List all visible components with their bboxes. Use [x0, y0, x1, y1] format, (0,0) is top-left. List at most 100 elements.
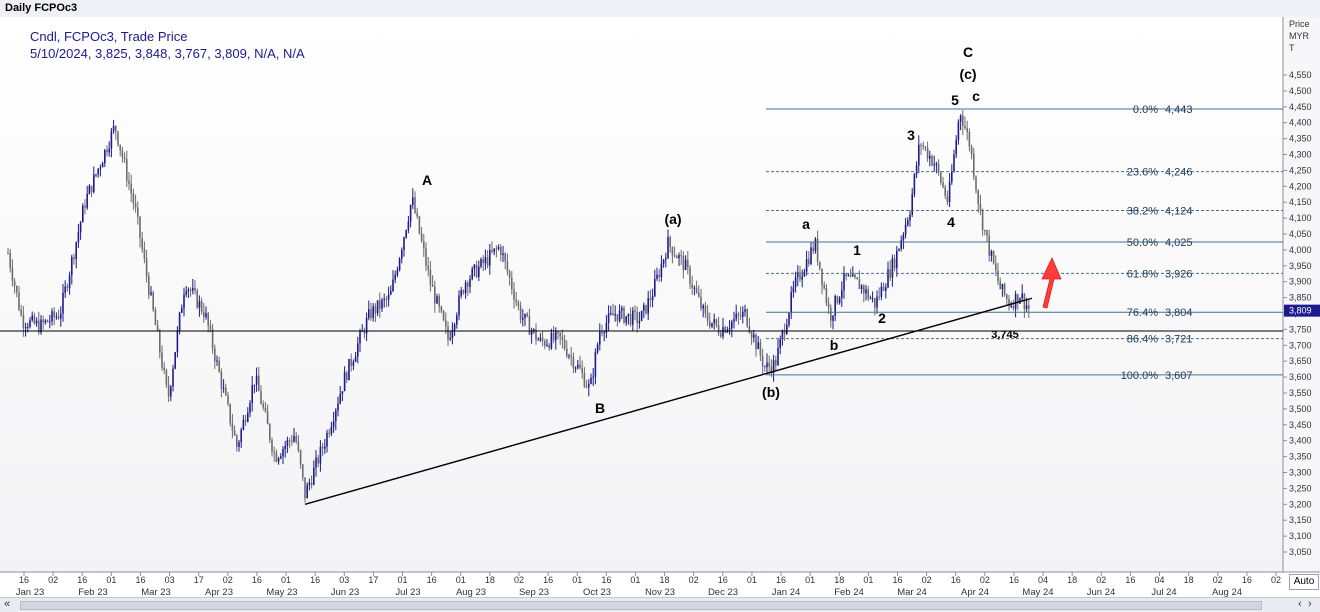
scroll-left-icon[interactable]: ‹ [1298, 598, 1302, 610]
scroll-right-icon[interactable]: › [1308, 598, 1312, 610]
candle-body [570, 355, 572, 357]
candle-body [112, 125, 115, 132]
candle-body [357, 343, 359, 357]
candle-body [1010, 305, 1012, 307]
candle-body [572, 356, 575, 369]
candle-body [788, 313, 790, 325]
day-tick-label: 16 [1242, 575, 1252, 585]
candle-body [733, 319, 735, 322]
candle-body [398, 258, 401, 271]
candle-body [317, 457, 319, 464]
candle-body [810, 247, 812, 264]
candle-body [563, 339, 566, 349]
candle-body [86, 194, 88, 208]
candle-body [469, 278, 471, 287]
candle-body [178, 312, 181, 331]
candle-body [770, 366, 773, 374]
candle-body [475, 264, 478, 277]
candle-body [909, 214, 911, 221]
price-tick-label: 4,000 [1289, 245, 1312, 255]
time-scrollbar[interactable]: « ‹ › [0, 597, 1320, 612]
candle-body [121, 150, 124, 158]
candle-body [106, 149, 108, 153]
candle-body [451, 329, 454, 338]
candle-body [387, 294, 390, 300]
candle-body [779, 338, 781, 349]
scroll-start-icon[interactable]: « [4, 598, 11, 610]
candle-body [71, 257, 73, 276]
price-chart[interactable]: 0.0% 4,443 23.6% 4,246 38.2% 4,124 50.0% 4,025 6… [0, 17, 1320, 611]
candle-body [845, 273, 847, 276]
candle-body [165, 370, 168, 385]
candle-body [944, 187, 946, 196]
candle-body [601, 331, 603, 334]
candle-body [456, 315, 458, 325]
day-tick-label: 16 [1125, 575, 1135, 585]
day-tick-label: 02 [1271, 575, 1281, 585]
month-label: Feb 24 [834, 587, 864, 597]
candle-body [731, 321, 733, 329]
candle-body [440, 306, 443, 312]
candle-body [200, 301, 203, 312]
price-tick-label: 4,200 [1289, 181, 1312, 191]
candle-body [145, 258, 148, 276]
candle-body [152, 292, 154, 310]
month-label: May 23 [266, 587, 297, 597]
candle-body [390, 291, 392, 295]
price-tick-label: 3,650 [1289, 356, 1312, 366]
candle-body [502, 253, 504, 256]
candle-body [491, 250, 493, 252]
candle-body [445, 320, 447, 327]
candle-body [557, 331, 559, 333]
candle-body [995, 263, 997, 271]
auto-scale-button[interactable]: Auto [1289, 574, 1319, 590]
candle-body [526, 313, 528, 317]
time-axis[interactable]: 16 02 16 01 16 03 17 02 16 01 16 03 17 01 16 01 18 02 16 01… [16, 572, 1281, 597]
candle-body [489, 250, 491, 266]
candle-body [275, 452, 278, 462]
day-tick-label: 01 [456, 575, 466, 585]
candle-body [665, 258, 667, 260]
candle-body [486, 257, 489, 266]
price-note-label: 3,745 [991, 329, 1019, 341]
candle-body [392, 279, 394, 292]
fibonacci-retracement[interactable]: 0.0% 4,443 23.6% 4,246 38.2% 4,124 50.0% 4,025 6… [766, 104, 1283, 382]
wave-label: B [595, 400, 605, 416]
chart-canvas[interactable]: 0.0% 4,443 23.6% 4,246 38.2% 4,124 50.0% 4,025 6… [0, 17, 1320, 597]
candle-body [898, 248, 900, 251]
candle-body [614, 314, 616, 316]
current-price-label: 3,809 [1289, 306, 1312, 316]
candle-body [979, 204, 982, 211]
candle-body [260, 391, 262, 404]
candle-body [236, 435, 238, 447]
candle-body [354, 356, 357, 362]
candle-body [44, 320, 47, 323]
candle-body [185, 291, 187, 295]
price-axis[interactable]: Price MYR T 4,550 4,500 4,450 4,400 4,350 4,300 4… [1283, 19, 1320, 557]
fib-level-price: 4,443 [1165, 104, 1193, 116]
candle-body [918, 144, 920, 166]
candle-body [434, 286, 436, 304]
scrollbar-thumb[interactable] [20, 601, 1262, 610]
price-tick-label: 3,850 [1289, 293, 1312, 303]
price-axis-header: MYR [1289, 31, 1310, 41]
candle-body [229, 403, 231, 424]
day-tick-label: 03 [165, 575, 175, 585]
candle-body [84, 205, 86, 208]
month-label: Jul 24 [1151, 587, 1176, 597]
wave-label: A [422, 172, 432, 188]
candle-body [504, 253, 506, 262]
candle-body [16, 285, 18, 293]
candle-body [280, 456, 282, 459]
candle-body [854, 274, 856, 278]
candle-body [79, 222, 82, 233]
trendline[interactable] [304, 297, 1033, 505]
candle-body [702, 305, 704, 309]
day-tick-label: 16 [310, 575, 320, 585]
candle-body [480, 259, 482, 267]
candle-body [691, 284, 693, 288]
day-tick-label: 02 [514, 575, 524, 585]
candlestick-series [7, 109, 1030, 503]
price-tick-label: 4,050 [1289, 229, 1312, 239]
candle-body [385, 298, 388, 300]
